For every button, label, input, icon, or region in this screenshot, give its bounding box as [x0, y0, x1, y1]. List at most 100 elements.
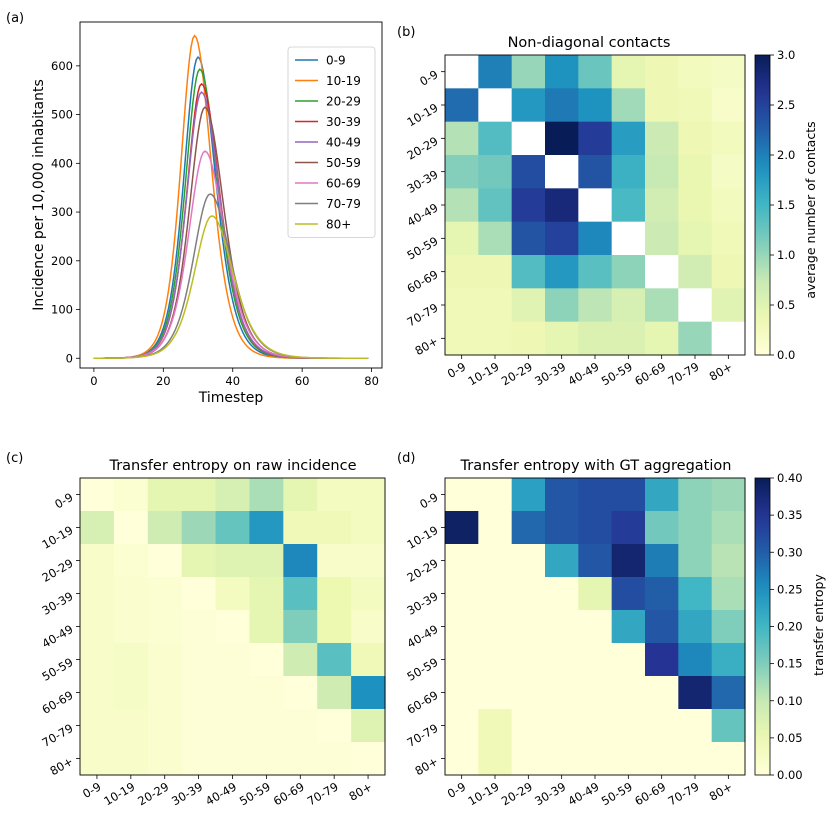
col-label-80+: 80+	[707, 359, 735, 383]
heatmap-cell	[578, 511, 613, 545]
colorbar-tick-label: 0.0	[777, 348, 795, 362]
heatmap-cell	[351, 709, 386, 743]
row-label-0-9: 0-9	[52, 490, 75, 512]
row-label-0-9: 0-9	[417, 67, 440, 89]
heatmap-cell	[611, 709, 646, 743]
heatmap-cell	[147, 676, 183, 710]
row-label-70-79: 70-79	[40, 721, 76, 750]
heatmap-cell	[645, 288, 679, 323]
heatmap-cell	[678, 88, 713, 123]
heatmap-cell	[611, 188, 646, 223]
heatmap-cell	[645, 88, 679, 123]
heatmap-cell	[678, 544, 713, 578]
heatmap-cell	[113, 511, 149, 545]
heatmap-cell	[545, 544, 579, 578]
y-tick-label: 400	[51, 156, 73, 170]
heatmap-cell	[578, 544, 613, 578]
heatmap-cell	[215, 511, 251, 545]
line-chart-legend: 0-9 10-19 20-29 30-39 40-49 50-59 60-69 70-79 80…	[287, 46, 376, 238]
colorbar-tick-label: 0.5	[777, 298, 795, 312]
col-label-40-49: 40-49	[203, 779, 239, 808]
heatmap-cell	[478, 676, 513, 710]
heatmap-cell	[147, 478, 183, 512]
te-raw-heatmap: Transfer entropy on raw incidence 0-9 0-9…	[40, 458, 386, 808]
heatmap-cell	[645, 188, 679, 223]
heatmap-cell	[611, 288, 646, 323]
legend-box	[287, 46, 376, 238]
col-label-20-29: 20-29	[499, 359, 535, 388]
heatmap-cell	[545, 321, 579, 356]
heatmap-cell	[545, 643, 579, 677]
heatmap-cell	[478, 577, 513, 611]
colorbar-tick-label: 2.5	[777, 98, 795, 112]
colorbar-tick-label: 3.0	[777, 48, 795, 62]
heatmap-cell	[711, 321, 746, 356]
heatmap-cell	[351, 577, 386, 611]
heatmap-cell	[80, 742, 115, 776]
legend-label: 70-79	[326, 197, 361, 211]
heatmap-cell	[445, 321, 479, 356]
heatmap-cell	[611, 511, 646, 545]
legend-label: 60-69	[326, 177, 361, 191]
heatmap-cell	[711, 288, 746, 323]
heatmap-cell	[478, 121, 513, 156]
heatmap-cell	[678, 188, 713, 223]
heatmap-cell	[678, 55, 713, 89]
heatmap-cell	[511, 544, 546, 578]
heatmap-cell	[645, 321, 679, 356]
colorbar-tick-label: 0.15	[777, 657, 803, 671]
row-label-10-19: 10-19	[405, 100, 441, 129]
heatmap-cell	[317, 511, 352, 545]
heatmap-cell	[678, 221, 713, 256]
heatmap-cell	[147, 610, 183, 644]
colorbar-tick-label: 0.40	[777, 471, 803, 485]
heatmap-cell	[147, 577, 183, 611]
incidence-line-chart: 0 20 40 60 80 0 100 200 300 400 500 600 Timestep In…	[31, 21, 383, 406]
line-chart-frame	[79, 21, 383, 369]
row-label-70-79: 70-79	[405, 300, 441, 329]
te-gt-heatmap-title: Transfer entropy with GT aggregation	[460, 458, 732, 474]
heatmap-cell	[511, 288, 546, 323]
row-label-0-9: 0-9	[417, 490, 440, 512]
heatmap-cell	[711, 676, 746, 710]
heatmap-cell	[283, 643, 318, 677]
heatmap-cell	[445, 478, 479, 512]
heatmap-cell	[445, 643, 479, 677]
heatmap-cell	[678, 511, 713, 545]
heatmap-cell	[711, 577, 746, 611]
x-tick-label: 60	[295, 374, 310, 388]
heatmap-cell	[80, 577, 115, 611]
col-label-50-59: 50-59	[599, 779, 635, 808]
heatmap-cell	[511, 709, 546, 743]
heatmap-cell	[578, 321, 613, 356]
heatmap-cell	[283, 478, 318, 512]
heatmap-cell	[678, 321, 713, 356]
heatmap-cell	[578, 121, 613, 156]
heatmap-cell	[181, 676, 217, 710]
heatmap-cell	[445, 577, 479, 611]
heatmap-cell	[511, 155, 546, 189]
heatmap-cell	[545, 221, 579, 256]
row-label-40-49: 40-49	[405, 622, 441, 651]
heatmap-cell	[678, 478, 713, 512]
heatmap-cell	[478, 255, 513, 289]
legend-label: 30-39	[326, 115, 361, 129]
heatmap-cell	[249, 643, 284, 677]
row-label-20-29: 20-29	[405, 134, 441, 163]
panel-label-b: (b)	[397, 25, 415, 40]
heatmap-cell	[578, 577, 613, 611]
heatmap-cell	[80, 544, 115, 578]
heatmap-cell	[215, 676, 251, 710]
col-label-50-59: 50-59	[599, 359, 635, 388]
y-tick-label: 100	[51, 303, 73, 317]
heatmap-cell	[678, 676, 713, 710]
transfer-entropy-colorbar-label: transfer entropy	[811, 574, 826, 676]
heatmap-cell	[445, 188, 479, 223]
row-label-40-49: 40-49	[405, 200, 441, 229]
heatmap-cell	[578, 478, 613, 512]
y-tick-label: 200	[51, 254, 73, 268]
heatmap-cell	[147, 742, 183, 776]
heatmap-cell	[317, 709, 352, 743]
heatmap-cell	[80, 511, 115, 545]
heatmap-cell	[215, 709, 251, 743]
